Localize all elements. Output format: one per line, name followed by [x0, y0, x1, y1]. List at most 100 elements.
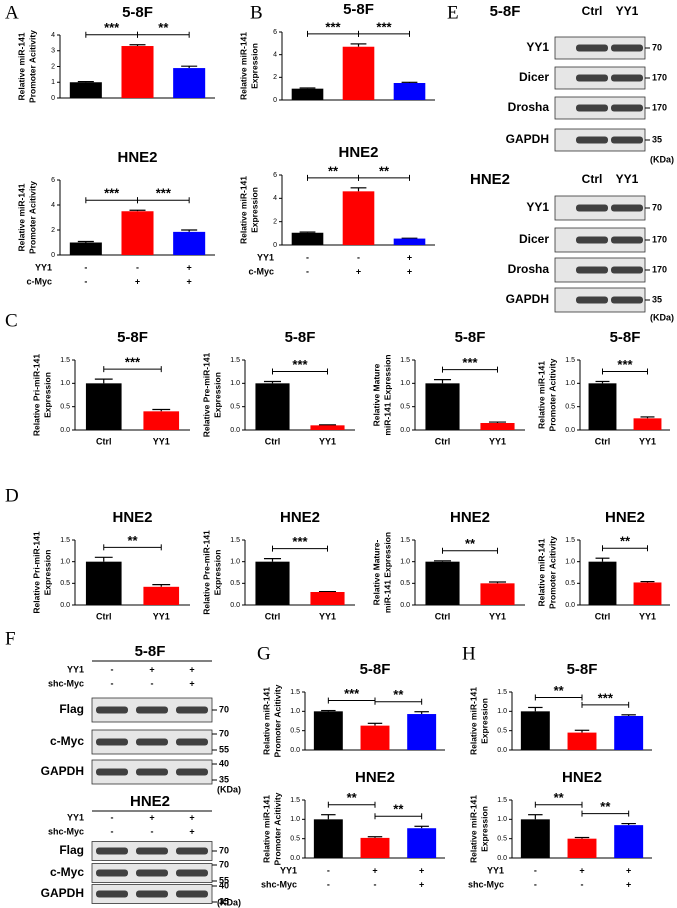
condition-name: shc-Myc — [48, 826, 84, 836]
blot-band — [576, 266, 608, 274]
blot-row-label: Flag — [59, 843, 84, 857]
bar — [69, 242, 102, 255]
y-axis-label: Relative miR-141 — [468, 687, 478, 755]
bar — [291, 232, 324, 245]
y-tick-label: 1.0 — [565, 559, 575, 566]
bar — [143, 586, 180, 605]
condition-mark: - — [84, 276, 87, 286]
bar — [342, 46, 375, 100]
x-tick-label: Ctrl — [595, 611, 611, 621]
marker-label: 55 — [219, 744, 229, 754]
marker-label: 35 — [219, 896, 229, 906]
blot-band — [576, 74, 608, 82]
significance-label: *** — [325, 19, 341, 34]
y-tick-label: 1.5 — [565, 357, 575, 364]
y-tick-label: 4 — [51, 202, 55, 209]
blot-row-label: GAPDH — [41, 886, 84, 900]
blot-band — [611, 236, 643, 244]
significance-label: ** — [127, 533, 138, 548]
blot-band — [576, 104, 608, 112]
bar — [614, 825, 644, 858]
y-tick-label: 0.5 — [60, 580, 70, 587]
condition-name: shc-Myc — [48, 678, 84, 688]
condition-mark: + — [419, 865, 424, 875]
y-axis-label: Relative miR-141 — [468, 795, 478, 863]
blot-title: HNE2 — [130, 793, 170, 810]
significance-label: *** — [125, 355, 141, 370]
y-tick-label: 0.5 — [400, 580, 410, 587]
marker-label: 70 — [652, 202, 662, 212]
y-axis-label: Expression — [212, 372, 222, 418]
x-tick-label: YY1 — [153, 611, 170, 621]
chart-title: 5-8F — [455, 329, 486, 346]
lane-label: YY1 — [616, 172, 639, 186]
blot-title: HNE2 — [470, 171, 510, 188]
significance-label: ** — [465, 536, 476, 551]
y-tick-label: 1.0 — [290, 816, 300, 823]
y-tick-label: 0.5 — [230, 580, 240, 587]
condition-mark: - — [111, 812, 114, 822]
y-tick-label: 1.0 — [565, 380, 575, 387]
y-tick-label: 2 — [51, 227, 55, 234]
y-axis-label: Relative Pri-miR-141 — [31, 354, 41, 436]
chart-title: 5-8F — [122, 4, 153, 21]
blot-row-label: YY1 — [526, 40, 549, 54]
significance-label: ** — [600, 799, 611, 814]
y-axis-label: Relative miR-141 — [261, 795, 271, 863]
y-tick-label: 0.0 — [400, 427, 410, 434]
condition-mark: + — [189, 678, 194, 688]
y-tick-label: 0.0 — [60, 427, 70, 434]
significance-label: *** — [344, 686, 360, 701]
y-tick-label: 1.0 — [497, 708, 507, 715]
condition-mark: - — [357, 252, 360, 262]
y-axis-label: Promoter Acitivity — [27, 181, 37, 254]
y-tick-label: 0 — [51, 95, 55, 102]
y-tick-label: 0.5 — [290, 728, 300, 735]
y-tick-label: 2 — [51, 63, 55, 70]
marker-label: 70 — [219, 704, 229, 714]
significance-label: ** — [620, 534, 631, 549]
blot-title: 5-8F — [490, 3, 521, 20]
y-axis-label: Expression — [249, 187, 259, 233]
y-axis-label: Relative miR-141 — [238, 32, 248, 100]
y-tick-label: 1.0 — [230, 559, 240, 566]
condition-mark: + — [135, 276, 140, 286]
y-tick-label: 3 — [51, 48, 55, 55]
blot-row-label: Flag — [59, 702, 84, 716]
significance-label: ** — [554, 790, 565, 805]
condition-mark: - — [151, 826, 154, 836]
bar — [85, 383, 122, 430]
condition-mark: - — [84, 262, 87, 272]
chart-title: 5-8F — [343, 1, 374, 18]
y-tick-label: 0 — [273, 97, 277, 104]
y-axis-label: Expression — [212, 550, 222, 596]
y-tick-label: 6 — [51, 177, 55, 184]
bar — [520, 819, 550, 858]
y-tick-label: 0 — [273, 242, 277, 249]
blot-band — [136, 869, 168, 877]
blot-band — [611, 296, 643, 304]
chart-title: HNE2 — [605, 509, 645, 526]
condition-mark: + — [189, 812, 194, 822]
blot-band — [576, 44, 608, 52]
y-tick-label: 0.0 — [565, 427, 575, 434]
significance-label: ** — [347, 790, 358, 805]
chart-title: 5-8F — [360, 661, 391, 678]
marker-label: 35 — [652, 294, 662, 304]
blot-band — [176, 768, 208, 776]
x-tick-label: YY1 — [153, 436, 170, 446]
panel-letter: H — [462, 643, 476, 664]
marker-label: 70 — [219, 845, 229, 855]
y-axis-label: Relative miR-141 — [536, 361, 546, 429]
y-tick-label: 0.0 — [497, 747, 507, 754]
marker-label: 35 — [219, 774, 229, 784]
condition-mark: - — [327, 879, 330, 889]
bar — [425, 561, 460, 605]
blot-row-label: GAPDH — [41, 764, 84, 778]
y-axis-label: Relative Pri-miR-141 — [31, 531, 41, 613]
y-axis-label: Relative miR-141 — [238, 176, 248, 244]
condition-mark: + — [149, 664, 154, 674]
y-tick-label: 1.5 — [400, 537, 410, 544]
significance-label: ** — [328, 163, 339, 178]
blot-band — [136, 768, 168, 776]
